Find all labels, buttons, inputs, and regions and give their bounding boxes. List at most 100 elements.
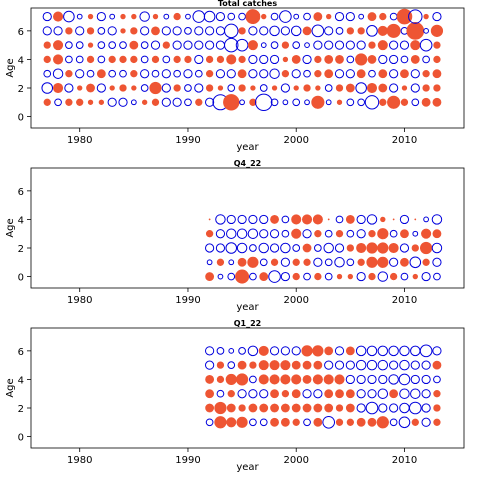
positive-residual-bubble <box>173 84 181 92</box>
negative-residual-bubble <box>259 69 269 79</box>
negative-residual-bubble <box>238 347 246 355</box>
negative-residual-bubble <box>53 26 63 36</box>
negative-residual-bubble <box>236 242 248 254</box>
negative-residual-bubble <box>108 69 117 78</box>
y-tick-label: 4 <box>18 55 24 66</box>
negative-residual-bubble <box>206 259 213 266</box>
x-tick-label: 2000 <box>283 295 308 306</box>
positive-residual-bubble <box>345 403 355 413</box>
negative-residual-bubble <box>215 11 226 22</box>
negative-residual-bubble <box>52 68 64 79</box>
negative-residual-bubble <box>355 82 367 94</box>
x-tick-label: 1990 <box>175 455 200 466</box>
negative-residual-bubble <box>107 97 117 107</box>
positive-residual-bubble <box>345 346 355 356</box>
positive-residual-bubble <box>378 69 388 79</box>
positive-residual-bubble <box>432 69 442 79</box>
negative-residual-bubble <box>324 272 333 281</box>
x-tick-label: 2010 <box>392 135 417 146</box>
negative-residual-bubble <box>140 41 149 49</box>
positive-residual-bubble <box>291 55 301 64</box>
negative-residual-bubble <box>400 55 409 64</box>
negative-residual-bubble <box>226 214 236 225</box>
positive-residual-bubble <box>346 27 354 35</box>
negative-residual-bubble <box>280 257 291 267</box>
y-tick-label: 0 <box>18 113 24 124</box>
negative-residual-bubble <box>109 13 116 20</box>
negative-residual-bubble <box>367 389 377 399</box>
negative-residual-bubble <box>345 11 355 22</box>
positive-residual-bubble <box>216 258 225 266</box>
negative-residual-bubble <box>335 27 344 35</box>
negative-residual-bubble <box>399 243 410 253</box>
positive-residual-bubble <box>214 401 227 415</box>
positive-residual-bubble <box>324 346 334 356</box>
negative-residual-bubble <box>431 242 443 254</box>
positive-residual-bubble <box>388 242 399 254</box>
positive-residual-bubble <box>269 360 280 371</box>
positive-residual-bubble <box>65 70 73 78</box>
negative-residual-bubble <box>408 401 422 415</box>
negative-residual-bubble <box>291 69 301 79</box>
negative-residual-bubble <box>42 11 52 22</box>
negative-residual-bubble <box>421 374 431 385</box>
negative-residual-bubble <box>399 388 410 399</box>
positive-residual-bubble <box>271 85 278 91</box>
positive-residual-bubble <box>378 83 388 93</box>
positive-residual-bubble <box>401 85 408 91</box>
positive-residual-bubble <box>270 403 279 413</box>
negative-residual-bubble <box>433 272 441 281</box>
negative-residual-bubble <box>237 389 247 399</box>
negative-residual-bubble <box>346 258 355 267</box>
negative-residual-bubble <box>409 256 422 269</box>
negative-residual-bubble <box>366 359 378 371</box>
positive-residual-bubble <box>422 84 430 92</box>
negative-residual-bubble <box>389 257 399 267</box>
negative-residual-bubble <box>194 40 204 50</box>
negative-residual-bubble <box>388 374 399 385</box>
positive-residual-bubble <box>367 55 377 64</box>
negative-residual-bubble <box>139 11 150 22</box>
negative-residual-bubble <box>334 257 345 268</box>
negative-residual-bubble <box>345 40 355 50</box>
positive-residual-bubble <box>247 256 259 268</box>
negative-residual-bubble <box>377 388 389 399</box>
negative-residual-bubble <box>248 26 258 36</box>
negative-residual-bubble <box>205 243 215 253</box>
negative-residual-bubble <box>356 214 366 225</box>
positive-residual-bubble <box>411 244 419 252</box>
bubble-layer <box>205 214 443 284</box>
positive-residual-bubble <box>130 27 138 35</box>
negative-residual-bubble <box>324 26 334 36</box>
negative-residual-bubble <box>292 98 301 107</box>
positive-residual-bubble <box>324 69 334 79</box>
positive-residual-bubble <box>400 257 409 267</box>
negative-residual-bubble <box>185 13 191 20</box>
negative-residual-bubble <box>399 402 410 414</box>
positive-residual-bubble <box>53 40 64 51</box>
positive-residual-bubble <box>302 403 312 413</box>
positive-residual-bubble <box>335 389 344 399</box>
negative-residual-bubble <box>259 258 268 267</box>
negative-residual-bubble <box>377 359 389 371</box>
negative-residual-bubble <box>389 360 399 370</box>
negative-residual-bubble <box>248 389 258 399</box>
panel-title: Q1_22 <box>234 319 262 328</box>
positive-residual-bubble <box>377 40 388 51</box>
positive-residual-bubble <box>235 269 250 284</box>
negative-residual-bubble <box>270 41 279 49</box>
positive-residual-bubble <box>379 98 387 106</box>
negative-residual-bubble <box>304 99 310 106</box>
positive-residual-bubble <box>433 390 441 398</box>
y-tick-label: 2 <box>18 84 24 95</box>
positive-residual-bubble <box>141 99 148 105</box>
negative-residual-bubble <box>389 69 399 79</box>
positive-residual-bubble <box>120 13 126 20</box>
positive-residual-bubble <box>216 361 225 369</box>
positive-residual-bubble <box>334 374 345 385</box>
negative-residual-bubble <box>237 214 247 225</box>
positive-residual-bubble <box>238 55 246 64</box>
positive-residual-bubble <box>151 26 160 36</box>
negative-residual-bubble <box>334 40 345 50</box>
negative-residual-bubble <box>194 54 204 65</box>
